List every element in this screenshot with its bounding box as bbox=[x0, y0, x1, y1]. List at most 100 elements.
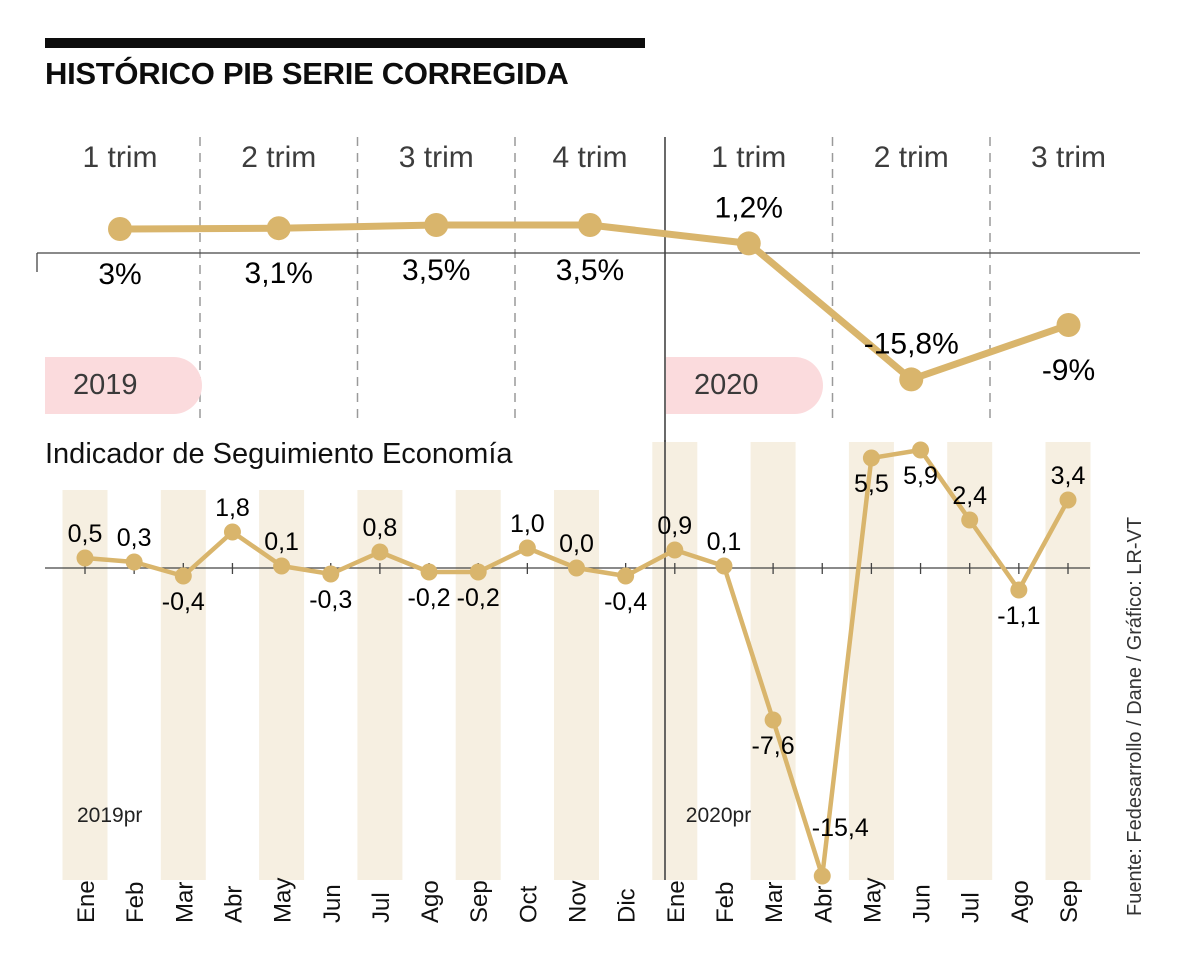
title-accent-bar bbox=[45, 38, 645, 48]
month-label: Jun bbox=[909, 884, 936, 923]
data-point bbox=[223, 523, 241, 541]
month-label: Jun bbox=[319, 884, 346, 923]
value-label: 3% bbox=[98, 258, 141, 291]
value-label: 0,0 bbox=[559, 530, 594, 558]
month-label: Abr bbox=[810, 886, 837, 923]
data-point bbox=[1056, 313, 1081, 337]
month-label: Jul bbox=[368, 892, 395, 923]
value-label: -0,4 bbox=[162, 588, 205, 616]
month-stripe bbox=[554, 490, 599, 880]
value-label: 3,4 bbox=[1051, 462, 1086, 490]
value-label: 0,9 bbox=[657, 512, 692, 540]
data-point bbox=[568, 559, 585, 577]
month-label: Ago bbox=[1007, 880, 1034, 923]
value-label: -0,4 bbox=[604, 588, 647, 616]
month-stripe bbox=[750, 442, 796, 880]
month-stripe bbox=[160, 490, 206, 880]
month-label: Ago bbox=[417, 880, 444, 923]
month-label: Oct bbox=[515, 885, 542, 923]
data-point bbox=[266, 216, 291, 241]
data-point bbox=[174, 567, 192, 585]
year-badge-2019-label: 2019 bbox=[73, 369, 138, 401]
value-label: 0,8 bbox=[363, 514, 398, 542]
month-label: May bbox=[859, 878, 886, 923]
data-point bbox=[125, 553, 143, 571]
month-label: Nov bbox=[565, 880, 592, 923]
value-label: 1,2% bbox=[715, 191, 783, 224]
month-label: Sep bbox=[466, 880, 493, 923]
data-point bbox=[469, 563, 487, 581]
quarter-label: 2 trim bbox=[241, 141, 316, 174]
month-stripe bbox=[1045, 442, 1091, 880]
month-label: Ene bbox=[73, 880, 100, 923]
data-point bbox=[424, 213, 449, 237]
quarter-label: 4 trim bbox=[553, 141, 628, 174]
value-label: 2,4 bbox=[952, 482, 987, 510]
data-point bbox=[912, 441, 930, 459]
data-point bbox=[273, 557, 291, 575]
value-label: 0,5 bbox=[68, 520, 103, 548]
value-label: 1,0 bbox=[510, 510, 545, 538]
data-point bbox=[813, 867, 831, 885]
data-point bbox=[1059, 491, 1077, 509]
pib-quarterly-chart: 1 trim 2 trim 3 trim 4 trim 1 trim 2 trim 3 tr… bbox=[36, 137, 1140, 460]
year-badge-2019: 2019 bbox=[45, 357, 202, 414]
ise-chart-title: Indicador de Seguimiento Economía bbox=[45, 438, 513, 470]
month-label: Jul bbox=[958, 892, 985, 923]
value-label: 3,5% bbox=[556, 254, 624, 287]
month-label: Feb bbox=[712, 882, 739, 923]
value-label: -9% bbox=[1042, 354, 1095, 387]
data-point bbox=[899, 367, 924, 392]
month-label: Mar bbox=[171, 882, 198, 923]
month-label: Ene bbox=[663, 880, 690, 923]
value-label: 0,1 bbox=[707, 528, 742, 556]
year-badge-2020: 2020 bbox=[666, 357, 823, 414]
quarter-label: 3 trim bbox=[1031, 141, 1106, 174]
month-label: Sep bbox=[1056, 880, 1083, 923]
data-point bbox=[617, 567, 635, 585]
data-point bbox=[764, 711, 782, 729]
value-label: -0,3 bbox=[309, 586, 352, 614]
data-point bbox=[371, 543, 389, 561]
value-label: -1,1 bbox=[997, 602, 1040, 630]
data-point bbox=[666, 541, 684, 559]
year-period-label: 2020pr bbox=[686, 804, 751, 827]
value-label: -15,4 bbox=[812, 814, 869, 842]
data-point bbox=[736, 231, 761, 256]
value-label: 5,9 bbox=[903, 462, 938, 490]
value-label: -7,6 bbox=[752, 732, 795, 760]
value-label: -0,2 bbox=[457, 584, 500, 612]
month-label: May bbox=[270, 878, 297, 923]
data-point bbox=[578, 213, 602, 237]
page-title: HISTÓRICO PIB SERIE CORREGIDA bbox=[45, 56, 569, 91]
value-label: 0,1 bbox=[264, 528, 299, 556]
quarter-label: 3 trim bbox=[399, 141, 474, 174]
value-label: 1,8 bbox=[215, 494, 250, 522]
data-point bbox=[961, 511, 979, 529]
quarter-label: 1 trim bbox=[83, 141, 158, 174]
month-stripe bbox=[848, 442, 894, 880]
data-point bbox=[76, 549, 94, 567]
value-label: 3,1% bbox=[245, 257, 313, 290]
year-period-label: 2019pr bbox=[77, 804, 142, 827]
data-point bbox=[420, 563, 438, 581]
month-label: Feb bbox=[122, 882, 149, 923]
month-label: Mar bbox=[761, 882, 788, 923]
data-point bbox=[108, 217, 132, 241]
month-label: Dic bbox=[614, 888, 641, 923]
year-badge-2020-label: 2020 bbox=[694, 369, 759, 401]
value-label: 3,5% bbox=[402, 254, 470, 287]
data-point bbox=[862, 449, 880, 467]
value-label: -15,8% bbox=[864, 327, 959, 360]
value-label: 5,5 bbox=[854, 470, 889, 498]
data-point bbox=[322, 565, 340, 583]
value-label: -0,2 bbox=[408, 584, 451, 612]
value-label: 0,3 bbox=[117, 524, 152, 552]
data-point bbox=[715, 557, 733, 575]
source-note: Fuente: Fedesarrollo / Dane / Gráfico: L… bbox=[1124, 516, 1146, 916]
ise-monthly-chart: 0,5 0,3 -0,4 1,8 0,1 -0,3 0,8 -0,2 -0,2 1,0 0,0 -0,… bbox=[45, 440, 1091, 923]
month-stripe bbox=[455, 490, 501, 880]
quarter-label: 1 trim bbox=[711, 141, 786, 174]
month-label: Abr bbox=[220, 886, 247, 923]
